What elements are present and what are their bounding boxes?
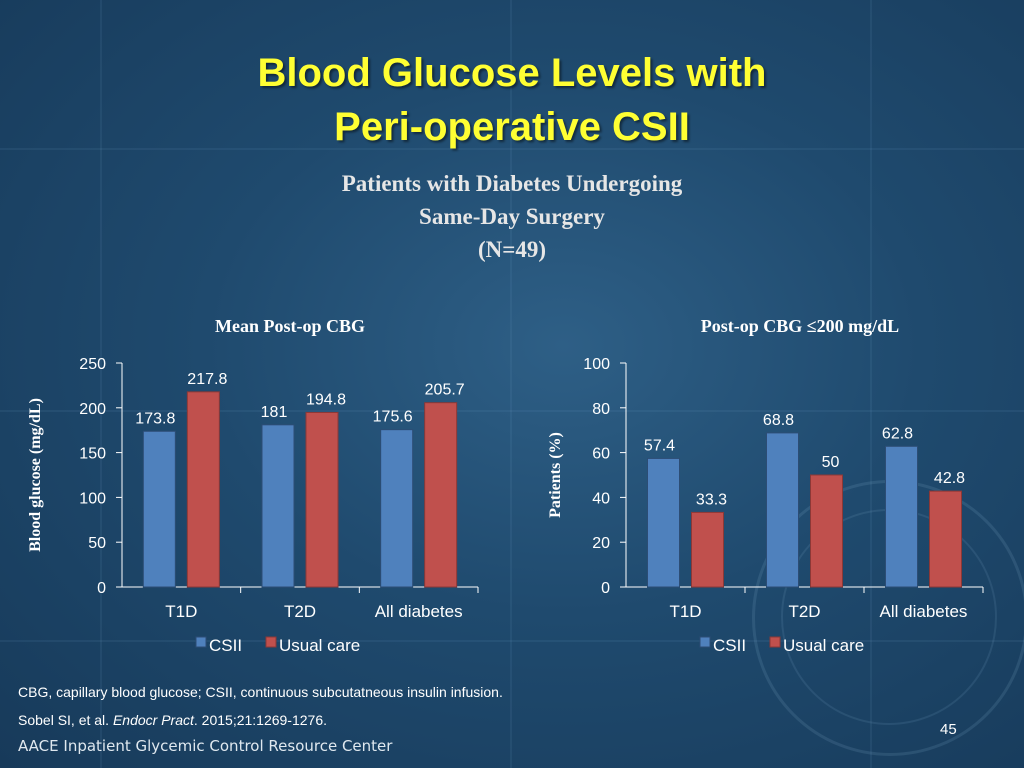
title-line-2: Peri-operative CSII [334, 105, 690, 149]
bar-usual-care [186, 391, 220, 588]
data-label: 42.8 [934, 470, 965, 487]
reference-authors: Sobel SI, et al. [18, 712, 113, 728]
y-tick-label: 50 [88, 535, 106, 552]
subtitle-line-1: Patients with Diabetes Undergoing [341, 171, 683, 196]
y-tick-label: 60 [592, 446, 610, 463]
bar-usual-care [810, 474, 843, 588]
bg-grid-line [0, 410, 1024, 412]
y-tick-label: 80 [592, 401, 610, 418]
footnote-reference: Sobel SI, et al. Endocr Pract. 2015;21:1… [18, 712, 327, 728]
legend-label: CSII [713, 636, 746, 655]
footnote-abbreviations: CBG, capillary blood glucose; CSII, cont… [18, 684, 503, 700]
data-label: 205.7 [425, 382, 465, 399]
subtitle-line-3: (N=49) [477, 237, 547, 262]
data-label: 33.3 [696, 491, 727, 508]
reference-journal: Endocr Pract [112, 712, 194, 728]
y-tick-label: 20 [592, 535, 610, 552]
bg-grid-line [0, 148, 1024, 150]
y-tick-label: 150 [79, 446, 106, 463]
y-tick-label: 250 [79, 356, 106, 373]
bar-usual-care [424, 402, 458, 588]
x-tick-label: T1D [669, 602, 701, 621]
data-label: 173.8 [135, 410, 175, 427]
title-line-1: Blood Glucose Levels with [257, 51, 767, 95]
page-number: 45 [940, 721, 957, 738]
data-label: 181 [261, 404, 288, 421]
legend-swatch [769, 636, 781, 648]
data-label: 50 [822, 454, 840, 471]
bg-grid-line [0, 640, 1024, 642]
y-tick-label: 200 [79, 401, 106, 418]
x-tick-label: T1D [165, 602, 197, 621]
data-label: 217.8 [187, 371, 227, 388]
data-label: 62.8 [882, 425, 913, 442]
bg-grid-line [100, 0, 102, 768]
reference-citation: . 2015;21:1269-1276. [193, 712, 328, 728]
bar-csii [261, 424, 295, 588]
bar-usual-care [929, 490, 962, 588]
x-tick-label: All diabetes [880, 602, 968, 621]
legend-swatch [699, 636, 711, 648]
y-tick-label: 0 [97, 580, 106, 597]
bg-grid-line [510, 0, 512, 768]
data-label: 175.6 [373, 409, 413, 426]
y-tick-label: 0 [601, 580, 610, 597]
bar-usual-care [691, 511, 724, 588]
bar-csii [380, 429, 414, 588]
y-tick-label: 40 [592, 490, 610, 507]
legend-label: Usual care [279, 636, 360, 655]
footer-organization: AACE Inpatient Glycemic Control Resource… [18, 737, 393, 755]
subtitle-line-2: Same-Day Surgery [419, 204, 605, 229]
bg-grid-line [870, 0, 872, 768]
legend-swatch [195, 636, 207, 648]
y-tick-label: 100 [79, 490, 106, 507]
bar-csii [142, 430, 176, 588]
bar-csii [647, 457, 680, 588]
y-axis-label: Blood glucose (mg/dL) [27, 398, 44, 552]
slide-subtitle: Patients with Diabetes Undergoing Same-D… [0, 167, 1024, 266]
legend-swatch [265, 636, 277, 648]
x-tick-label: All diabetes [375, 602, 463, 621]
y-axis-label: Patients (%) [547, 432, 564, 518]
bar-csii [766, 432, 799, 588]
x-tick-label: T2D [284, 602, 316, 621]
data-label: 68.8 [763, 412, 794, 429]
bar-csii [885, 445, 918, 588]
data-label: 57.4 [644, 437, 675, 454]
y-tick-label: 100 [583, 356, 610, 373]
slide-title: Blood Glucose Levels with Peri-operative… [0, 46, 1024, 154]
chart-1-title: Mean Post-op CBG [215, 316, 365, 336]
legend-label: CSII [209, 636, 242, 655]
x-tick-label: T2D [788, 602, 820, 621]
data-label: 194.8 [306, 391, 346, 408]
bar-usual-care [305, 411, 339, 588]
legend-label: Usual care [783, 636, 864, 655]
chart-2-title: Post-op CBG ≤200 mg/dL [700, 316, 900, 336]
